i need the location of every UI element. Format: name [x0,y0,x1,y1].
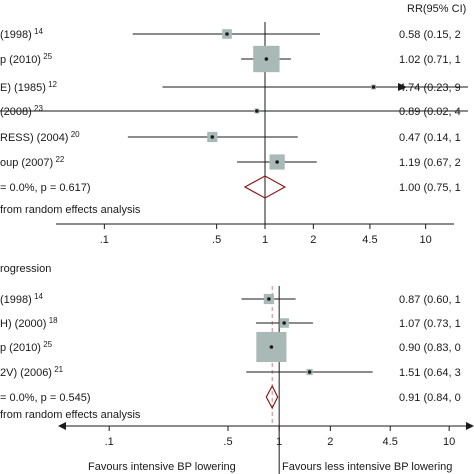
study-label: RESS) (2004) 20 [0,130,80,144]
point-estimate [267,297,271,301]
study-ref: 21 [52,365,64,374]
ci-value: 0.87 (0.60, 1 [399,294,461,306]
study-label: (1998) 14 [0,292,43,306]
rr-header: RR(95% CI) [407,3,466,15]
ci-value: 0.47 (0.14, 1 [399,132,461,144]
ci-value: 4.74 (0.23, 9 [399,82,461,94]
ci-value: 0.58 (0.15, 2 [399,29,461,41]
point-estimate [371,85,376,89]
point-estimate [225,32,229,36]
footnote: from random effects analysis [0,204,141,216]
point-estimate [275,160,279,164]
x-tick-label: 2 [327,436,333,448]
favours-right-label: Favours less intensive BP lowering [282,461,452,473]
point-estimate [264,57,269,61]
x-tick-label: .1 [100,234,109,246]
x-tick-label: 1 [262,234,268,246]
pooled-diamond [265,384,279,410]
x-tick-label: .5 [212,234,221,246]
study-ref: 14 [32,292,44,301]
pooled-diamond [243,175,287,199]
heterogeneity-label: = 0.0%, p = 0.617) [0,182,91,194]
study-ref: 20 [68,130,80,139]
study-label: 2V) (2006) 21 [0,365,64,379]
study-label: H) (2000) 18 [0,316,58,330]
heterogeneity-label: = 0.0%, p = 0.545) [0,392,91,404]
point-estimate [210,135,215,139]
ci-value: 1.07 (0.73, 1 [399,318,461,330]
point-estimate [282,321,286,325]
study-label: oup (2007) 22 [0,155,65,169]
study-ref: 22 [53,155,65,164]
x-tick-label: 2 [310,234,316,246]
point-estimate [307,370,312,374]
ci-value: 1.51 (0.64, 3 [399,367,461,379]
ci-arrow [398,83,407,91]
study-ref: 14 [32,27,44,36]
study-label: (1998) 14 [0,27,43,41]
footnote: from random effects analysis [0,409,141,421]
pooled-ci-value: 1.00 (0.75, 1 [399,182,461,194]
axis-arrow-left [58,422,66,430]
pooled-ci-value: 0.91 (0.84, 0 [399,392,461,404]
axis-arrow-right [466,422,474,430]
study-label: p (2010) 25 [0,52,53,66]
x-tick-label: 10 [443,436,455,448]
point-estimate [269,345,274,349]
favours-left-label: Favours intensive BP lowering [88,461,236,473]
study-ref: 25 [41,340,53,349]
x-tick-label: 4.5 [383,436,398,448]
ci-value: 0.89 (0.02, 4 [399,106,461,118]
x-tick-label: .5 [223,436,232,448]
study-ref: 25 [41,52,53,61]
study-label: E) (1985) 12 [0,80,58,94]
x-tick-label: 10 [420,234,432,246]
x-tick-label: .1 [105,436,114,448]
section-label: rogression [0,263,51,275]
x-tick-label: 4.5 [362,234,377,246]
ci-value: 1.19 (0.67, 2 [399,157,461,169]
study-ref: 18 [46,316,58,325]
study-ref: 12 [46,80,58,89]
point-estimate [255,109,259,113]
ci-value: 1.02 (0.71, 1 [399,54,461,66]
study-label: p (2010) 25 [0,340,53,354]
ci-value: 0.90 (0.83, 0 [399,342,461,354]
study-ref: 23 [32,104,44,113]
